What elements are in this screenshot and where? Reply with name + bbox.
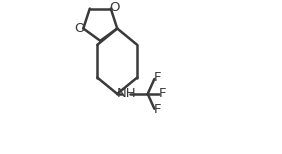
Text: F: F — [158, 87, 166, 100]
Text: O: O — [74, 22, 85, 35]
Text: NH: NH — [116, 87, 136, 100]
Text: O: O — [109, 1, 119, 14]
Text: F: F — [154, 71, 161, 84]
Text: F: F — [154, 103, 161, 116]
